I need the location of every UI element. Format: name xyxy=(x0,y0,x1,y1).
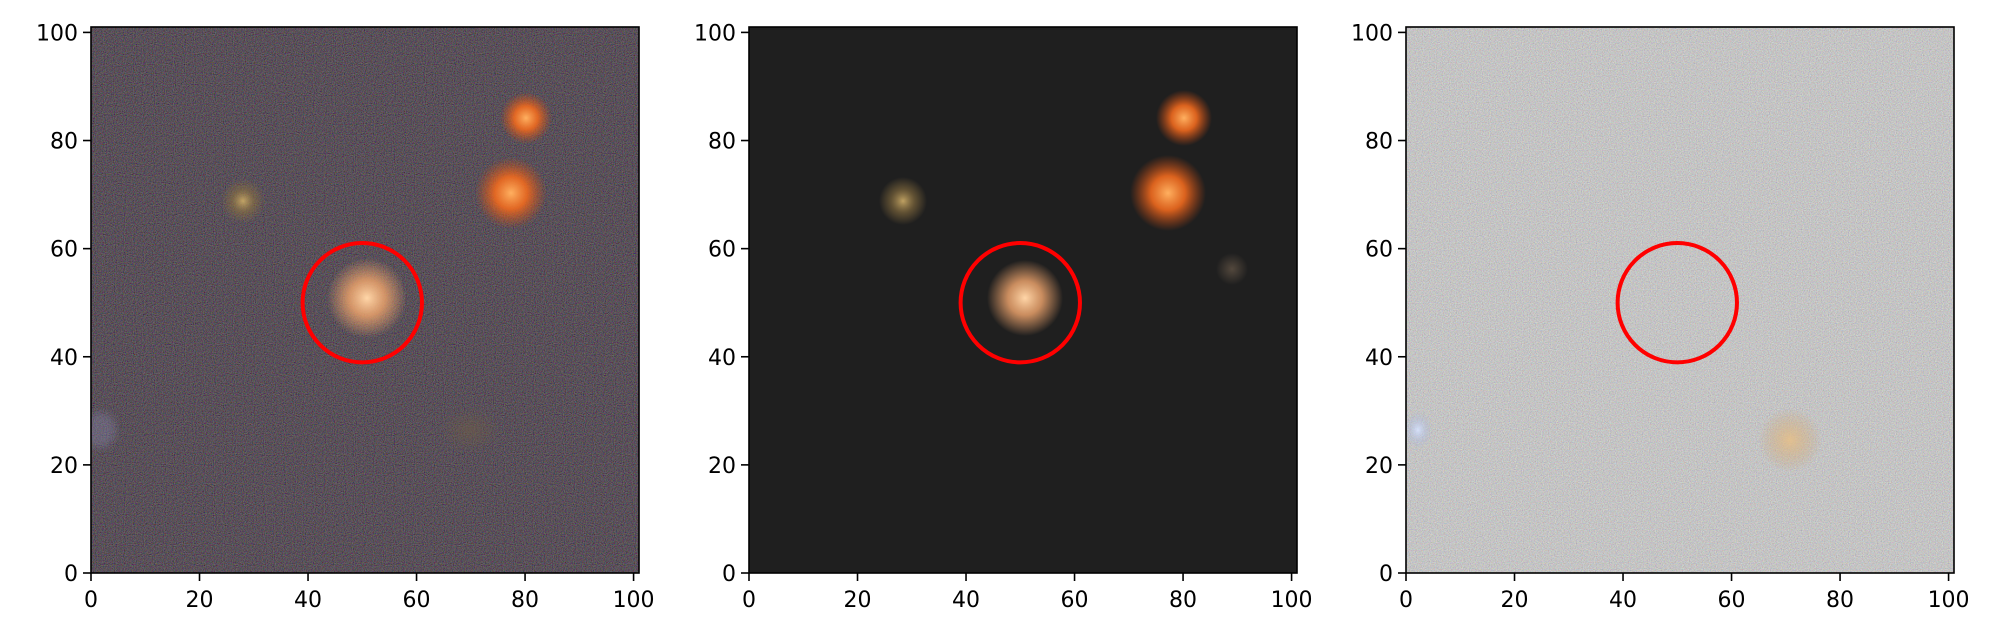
y-tick-label: 40 xyxy=(1365,346,1393,371)
data-image xyxy=(91,27,639,573)
x-tick-label: 60 xyxy=(403,588,431,613)
bright-orange-source xyxy=(1130,155,1206,231)
central-source xyxy=(987,260,1063,336)
target-circle xyxy=(958,241,1082,365)
x-tick-label: 20 xyxy=(844,588,872,613)
y-tick-label: 60 xyxy=(50,238,78,263)
residual-image xyxy=(1406,27,1954,573)
edge-source xyxy=(91,412,116,448)
x-tick-label: 40 xyxy=(1609,588,1637,613)
olive-source xyxy=(879,177,927,225)
x-tick-label: 100 xyxy=(1271,588,1313,613)
bright-orange-source xyxy=(475,157,547,229)
axes-frame xyxy=(1405,26,1955,574)
target-circle xyxy=(300,241,424,365)
x-tick-label: 80 xyxy=(1826,588,1854,613)
x-tick-label: 0 xyxy=(1399,588,1413,613)
y-tick-label: 100 xyxy=(694,21,736,46)
target-circle xyxy=(1615,241,1739,365)
y-axis: 0 20 40 60 80 100 xyxy=(1351,21,1406,587)
olive-source xyxy=(221,179,265,223)
x-tick-label: 0 xyxy=(84,588,98,613)
upper-orange-source xyxy=(500,92,552,144)
x-tick-label: 40 xyxy=(952,588,980,613)
x-axis: 0 20 40 60 80 100 xyxy=(1399,573,1970,613)
x-tick-label: 80 xyxy=(511,588,539,613)
axes-frame xyxy=(748,26,1298,574)
y-tick-label: 20 xyxy=(708,454,736,479)
y-tick-label: 0 xyxy=(722,562,736,587)
y-tick-label: 80 xyxy=(1365,130,1393,155)
y-tick-label: 0 xyxy=(1379,562,1393,587)
y-tick-label: 40 xyxy=(708,346,736,371)
central-source xyxy=(327,258,407,338)
model-image xyxy=(749,27,1297,573)
x-axis: 0 20 40 60 80 100 xyxy=(84,573,655,613)
y-tick-label: 20 xyxy=(50,454,78,479)
y-tick-label: 80 xyxy=(50,130,78,155)
x-tick-label: 0 xyxy=(742,588,756,613)
panel-model-image: 0 20 40 60 80 100 0 20 40 60 80 100 xyxy=(694,21,1313,613)
x-tick-label: 20 xyxy=(186,588,214,613)
faint-source xyxy=(1216,253,1248,285)
x-tick-label: 20 xyxy=(1501,588,1529,613)
panel-data-image: 0 20 40 60 80 100 0 20 40 60 80 100 xyxy=(36,21,655,613)
x-tick-label: 100 xyxy=(613,588,655,613)
y-axis: 0 20 40 60 80 100 xyxy=(694,21,749,587)
axes-frame xyxy=(90,26,640,574)
x-tick-label: 60 xyxy=(1718,588,1746,613)
y-tick-label: 20 xyxy=(1365,454,1393,479)
y-tick-label: 60 xyxy=(1365,238,1393,263)
x-tick-label: 100 xyxy=(1928,588,1970,613)
y-tick-label: 100 xyxy=(36,21,78,46)
x-tick-label: 80 xyxy=(1169,588,1197,613)
panel-residual-image: 0 20 40 60 80 100 0 20 40 60 80 100 xyxy=(1351,21,1970,613)
residual-blob xyxy=(1758,408,1822,472)
y-axis: 0 20 40 60 80 100 xyxy=(36,21,91,587)
y-tick-label: 40 xyxy=(50,346,78,371)
x-axis: 0 20 40 60 80 100 xyxy=(742,573,1313,613)
edge-source xyxy=(1406,412,1432,448)
x-tick-label: 40 xyxy=(294,588,322,613)
y-tick-label: 100 xyxy=(1351,21,1393,46)
x-tick-label: 60 xyxy=(1061,588,1089,613)
y-tick-label: 80 xyxy=(708,130,736,155)
faint-diffuse-source xyxy=(440,408,500,452)
y-tick-label: 60 xyxy=(708,238,736,263)
y-tick-label: 0 xyxy=(64,562,78,587)
upper-orange-source xyxy=(1156,90,1212,146)
